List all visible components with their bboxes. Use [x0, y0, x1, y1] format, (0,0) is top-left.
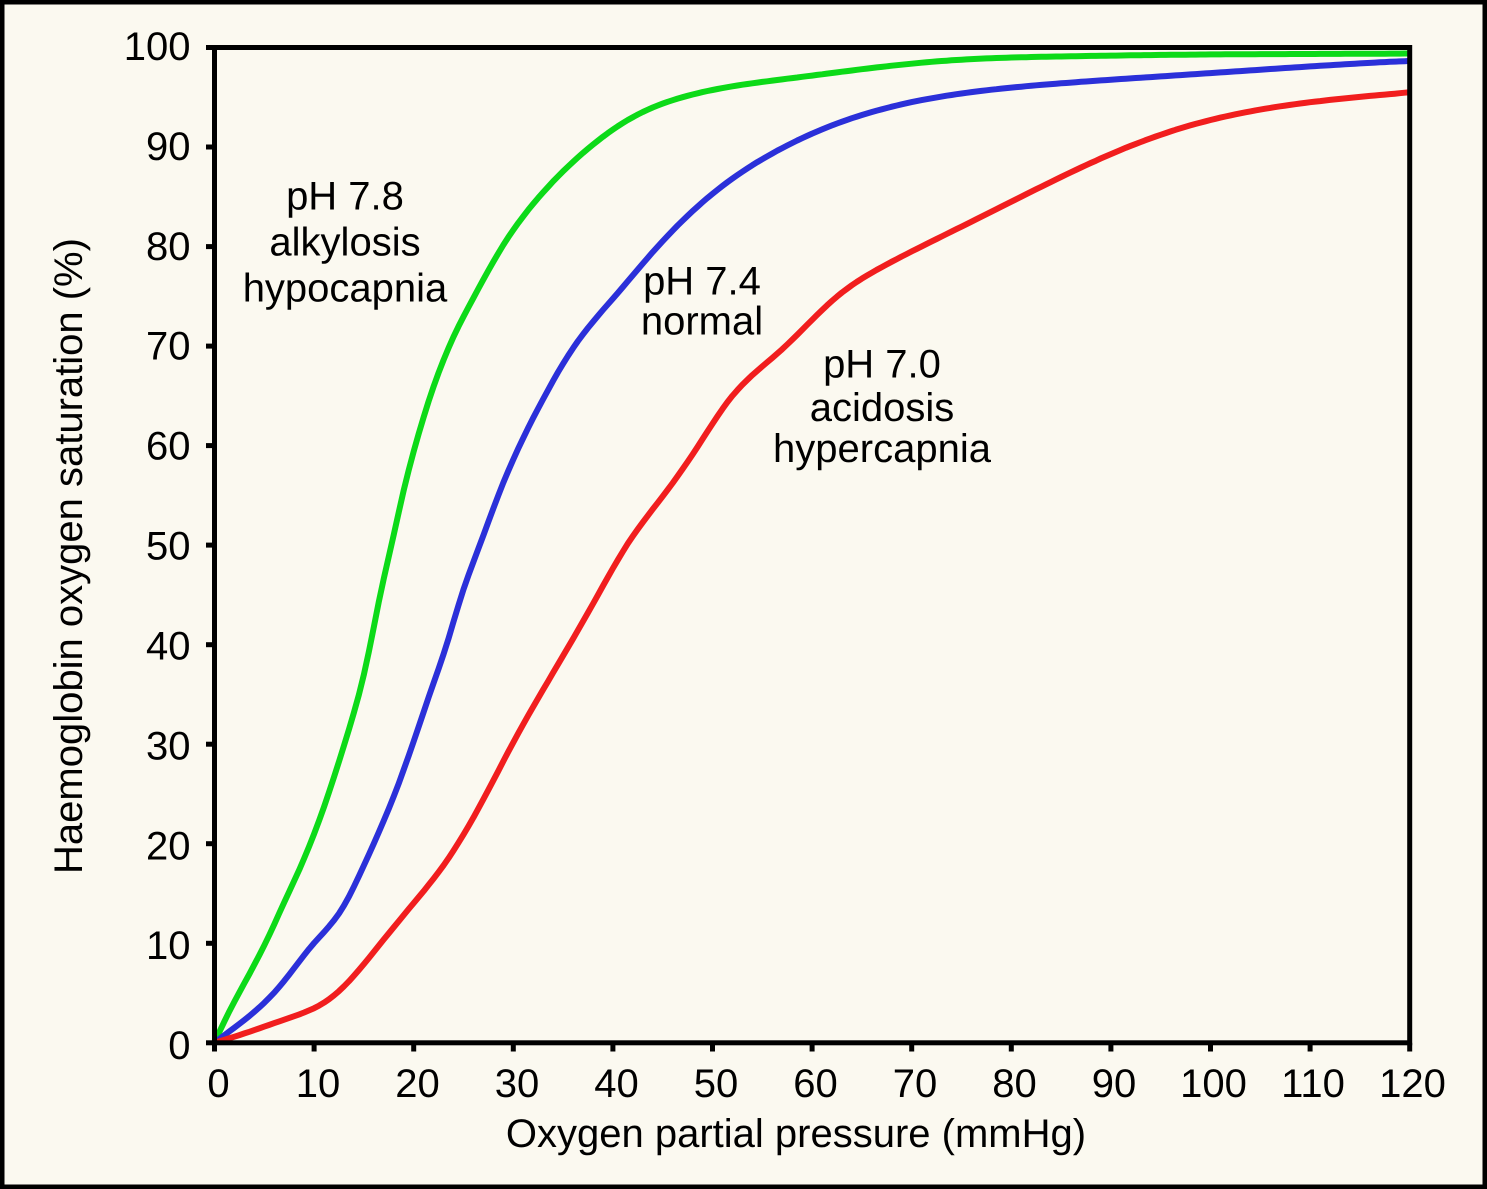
svg-text:alkylosis: alkylosis [269, 220, 420, 264]
svg-text:20: 20 [146, 824, 191, 868]
svg-text:70: 70 [893, 1062, 938, 1106]
svg-text:90: 90 [1092, 1062, 1137, 1106]
svg-text:0: 0 [168, 1024, 190, 1068]
svg-text:60: 60 [146, 425, 191, 469]
svg-text:120: 120 [1379, 1062, 1446, 1106]
svg-text:normal: normal [641, 300, 763, 344]
svg-text:80: 80 [992, 1062, 1037, 1106]
svg-text:pH 7.4: pH 7.4 [643, 259, 761, 303]
svg-text:10: 10 [146, 924, 191, 968]
svg-text:40: 40 [594, 1062, 639, 1106]
svg-text:20: 20 [395, 1062, 440, 1106]
svg-text:pH 7.0: pH 7.0 [823, 343, 941, 387]
svg-text:40: 40 [146, 625, 191, 669]
svg-text:0: 0 [207, 1062, 229, 1106]
svg-text:30: 30 [146, 724, 191, 768]
svg-text:hypercapnia: hypercapnia [773, 427, 992, 471]
svg-text:30: 30 [495, 1062, 540, 1106]
svg-text:10: 10 [296, 1062, 341, 1106]
svg-text:Oxygen partial pressure (mmHg): Oxygen partial pressure (mmHg) [506, 1112, 1086, 1156]
svg-text:70: 70 [146, 325, 191, 369]
svg-text:50: 50 [146, 525, 191, 569]
svg-text:pH 7.8: pH 7.8 [286, 174, 404, 218]
svg-text:110: 110 [1281, 1062, 1345, 1106]
svg-text:80: 80 [146, 225, 191, 269]
svg-text:acidosis: acidosis [810, 386, 955, 430]
svg-text:100: 100 [124, 25, 191, 69]
svg-text:hypocapnia: hypocapnia [243, 266, 448, 310]
svg-text:50: 50 [694, 1062, 739, 1106]
svg-text:90: 90 [146, 125, 191, 169]
svg-text:60: 60 [793, 1062, 838, 1106]
svg-text:Haemoglobin oxygen saturation: Haemoglobin oxygen saturation (%) [47, 238, 91, 874]
svg-text:100: 100 [1180, 1062, 1247, 1106]
